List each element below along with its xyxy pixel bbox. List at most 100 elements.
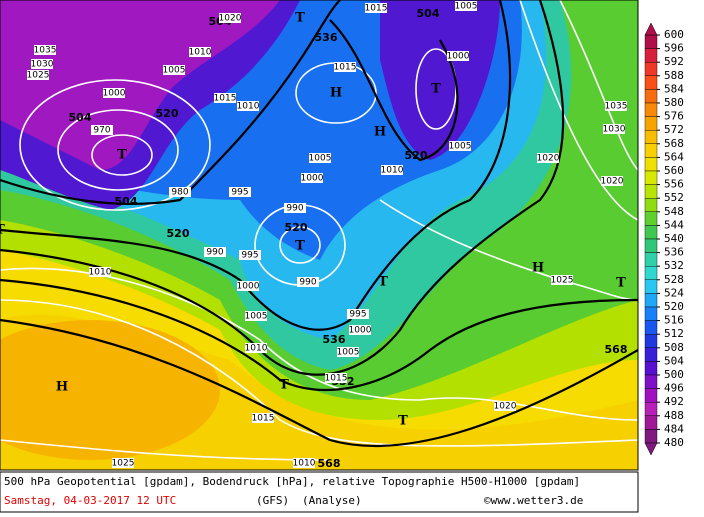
isobar-label: 1010 (293, 459, 316, 469)
colorbar-swatch (644, 320, 658, 335)
colorbar-label: 572 (664, 123, 684, 136)
colorbar-label: 516 (664, 314, 684, 327)
isobar-label-bg (381, 165, 403, 175)
colorbar-swatch (644, 170, 658, 185)
colorbar-label: 524 (664, 286, 684, 299)
colorbar-arrow-top (644, 22, 658, 36)
isobar-label-bg (237, 101, 259, 111)
isobar-label: 1015 (325, 374, 348, 384)
isobar-label-bg (447, 51, 469, 61)
colorbar-label: 568 (664, 137, 684, 150)
isobar-label: 1005 (337, 348, 360, 358)
colorbar-label: 488 (664, 409, 684, 422)
isobar-label-bg (214, 93, 236, 103)
footer-model: (GFS) (256, 494, 289, 507)
colorbar-label: 548 (664, 205, 684, 218)
isobar-label-bg (204, 247, 226, 257)
isobar-label-bg (605, 101, 627, 111)
isobar-label-bg (603, 124, 625, 134)
isobar-label: 970 (93, 126, 110, 136)
colorbar-swatch (644, 211, 658, 226)
geopotential-label: 536 (323, 333, 346, 346)
isobar-label: 980 (171, 188, 188, 198)
isobar-label-bg (347, 309, 369, 319)
isobar-label-bg (337, 347, 359, 357)
isobar-label-bg (494, 401, 516, 411)
pressure-center-label: H (330, 86, 342, 101)
footer-description: 500 hPa Geopotential [gpdam], Bodendruck… (4, 475, 580, 488)
isobar-label: 990 (286, 204, 303, 214)
isobar-label: 990 (299, 278, 316, 288)
isobar-label: 1005 (309, 154, 332, 164)
colorbar-swatch (644, 75, 658, 90)
isobar-label: 995 (349, 310, 366, 320)
colorbar-label: 580 (664, 96, 684, 109)
geopotential-lines (0, 0, 638, 448)
pressure-center-label: H (56, 380, 68, 395)
isobar-label: 1005 (455, 2, 478, 12)
isobar-label: 1030 (603, 125, 626, 135)
geopotential-label: 504 (115, 195, 138, 208)
isobar-label-bg (349, 325, 371, 335)
isobar-label-bg (169, 187, 191, 197)
isobar-label: 1010 (245, 344, 268, 354)
colorbar: 6005965925885845805765725685645605565525… (644, 22, 684, 456)
isobar-label: 1020 (601, 177, 624, 187)
colorbar-label: 584 (664, 82, 684, 95)
colorbar-label: 536 (664, 246, 684, 259)
colorbar-swatch (644, 62, 658, 77)
colorbar-swatch (644, 347, 658, 362)
colorbar-swatch (644, 293, 658, 308)
isobar-label: 1015 (334, 63, 357, 73)
isobar-label-bg (284, 203, 306, 213)
isobar-label: 995 (231, 188, 248, 198)
colorbar-label: 484 (664, 422, 684, 435)
isobar-label: 1000 (103, 89, 126, 99)
map: 504504536520504504520520520536552568568T… (0, 0, 638, 470)
isobar-label: 1030 (31, 60, 54, 70)
isobar-label: 1000 (301, 174, 324, 184)
isobar-label-bg (103, 88, 125, 98)
isobar-label-bg (245, 343, 267, 353)
isobar-label-bg (334, 62, 356, 72)
colorbar-label: 560 (664, 164, 684, 177)
map-frame (0, 0, 639, 471)
isobar-label: 1020 (494, 402, 517, 412)
colorbar-label: 592 (664, 55, 684, 68)
colorbar-swatch (644, 89, 658, 104)
colorbar-label: 596 (664, 42, 684, 55)
isobar-label-bg (163, 65, 185, 75)
isobar-label: 1020 (219, 14, 242, 24)
footer-box (0, 471, 639, 513)
isobar-label: 990 (206, 248, 223, 258)
isobar-label-bg (309, 153, 331, 163)
colorbar-swatch (644, 225, 658, 240)
isobar-label-bg (601, 176, 623, 186)
isobar-label-bg (34, 45, 56, 55)
isobar-label: 1000 (447, 52, 470, 62)
isobar-label-bg (325, 373, 347, 383)
geopotential-label: 520 (167, 227, 190, 240)
geopotential-label: 504 (69, 111, 92, 124)
colorbar-swatch (644, 374, 658, 389)
colorbar-swatch (644, 116, 658, 131)
isobar-label-bg (189, 47, 211, 57)
isobar-label: 1015 (214, 94, 237, 104)
pressure-center-label: T (295, 11, 305, 26)
isobar-label: 1015 (365, 4, 388, 14)
colorbar-label: 528 (664, 273, 684, 286)
isobar-label-bg (89, 267, 111, 277)
colorbar-swatch (644, 361, 658, 376)
colorbar-swatch (644, 415, 658, 430)
colorbar-swatch (644, 252, 658, 267)
colorbar-swatch (644, 102, 658, 117)
isobar-label: 1010 (189, 48, 212, 58)
footer-run: (Analyse) (302, 494, 362, 507)
isobar-label: 1025 (27, 71, 50, 81)
pressure-center-label: T (295, 239, 305, 254)
colorbar-label: 500 (664, 368, 684, 381)
isobar-label: 1005 (449, 142, 472, 152)
colorbar-label: 600 (664, 28, 684, 41)
pressure-center-label: T (117, 148, 127, 163)
